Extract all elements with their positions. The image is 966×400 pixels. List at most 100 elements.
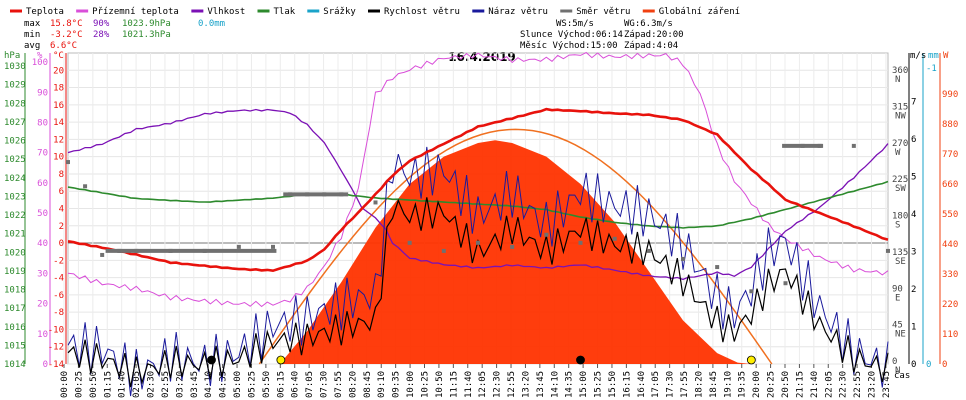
- x-tick-label: 08:20: [348, 371, 358, 398]
- legend-label-tlak: Tlak: [274, 7, 296, 17]
- x-tick-label: 03:45: [190, 371, 200, 398]
- tick-temp: -2: [53, 256, 64, 266]
- tick-dir-deg: 180: [892, 212, 908, 222]
- tick-hpa: 1027: [4, 118, 26, 128]
- plot-area: [66, 51, 890, 397]
- tick-hpa: 1023: [4, 192, 26, 202]
- tick-hpa: 1021: [4, 230, 26, 240]
- tick-pct: 40: [37, 239, 48, 249]
- wind-direction-point: [749, 289, 754, 294]
- series-tlak: [67, 180, 889, 229]
- x-tick-label: 07:05: [305, 371, 315, 398]
- x-tick-label: 11:40: [464, 371, 474, 398]
- x-tick-label: 21:40: [810, 371, 820, 398]
- x-tick-label: 11:15: [449, 371, 459, 398]
- wind-direction-point: [236, 244, 241, 249]
- tick-temp: -14: [48, 360, 64, 370]
- unit-hpa: hPa: [4, 51, 20, 61]
- x-tick-label: 15:00: [579, 371, 589, 398]
- tick-temp: -12: [48, 343, 64, 353]
- tick-temp: 18: [53, 84, 64, 94]
- tick-hpa: 1029: [4, 81, 26, 91]
- tick-temp: 2: [59, 222, 64, 232]
- tick-ms: 4: [911, 210, 916, 220]
- tick-dir-deg: 45: [892, 321, 903, 331]
- x-tick-label: 05:50: [262, 371, 272, 398]
- stat-max-humidity: 90%: [93, 19, 110, 29]
- stat-min-temp: -3.2°C: [50, 30, 83, 40]
- series-radiation-area: [279, 140, 752, 364]
- x-axis-label: čas: [894, 370, 910, 381]
- tick-temp: 10: [53, 153, 64, 163]
- stat-avg-temp: 6.6°C: [50, 41, 77, 51]
- tick-hpa: 1014: [4, 360, 26, 370]
- series-teplota: [67, 107, 889, 273]
- x-tick-label: 17:55: [680, 371, 690, 398]
- tick-w: 660: [942, 180, 958, 190]
- legend-label-smer: Směr větru: [576, 7, 630, 17]
- x-tick-label: 12:30: [493, 371, 503, 398]
- tick-dir-deg: 315: [892, 103, 908, 113]
- x-tick-label: 20:00: [752, 371, 762, 398]
- stat-max-rain: 0.0mm: [198, 19, 225, 29]
- legend-label-zareni: Globální záření: [659, 7, 740, 17]
- wind-direction-point: [646, 248, 651, 253]
- tick-pct: 90: [37, 88, 48, 98]
- tick-dir-deg: 135: [892, 248, 908, 258]
- tick-dir-deg: 360: [892, 66, 908, 76]
- tick-w: 330: [942, 270, 958, 280]
- series-prizemni: [67, 51, 889, 308]
- x-tick-label: 10:00: [406, 371, 416, 398]
- tick-pct: 10: [37, 330, 48, 340]
- tick-dir-label: W: [895, 148, 901, 158]
- tick-dir-label: E: [895, 293, 900, 303]
- x-tick-label: 00:25: [74, 371, 84, 398]
- legend-label-teplota: Teplota: [26, 7, 64, 17]
- tick-w: 0: [942, 360, 947, 370]
- unit-ms: m/s: [910, 51, 926, 61]
- x-tick-label: 04:35: [219, 371, 229, 398]
- x-tick-label: 05:00: [233, 371, 243, 398]
- tick-w: 990: [942, 90, 958, 100]
- wind-direction-point: [783, 281, 788, 286]
- tick-w: 440: [942, 240, 958, 250]
- tick-dir-label: N: [895, 75, 900, 85]
- x-tick-label: 00:50: [89, 371, 99, 398]
- x-tick-label: 14:35: [565, 371, 575, 398]
- x-tick-label: 13:45: [536, 371, 546, 398]
- x-tick-label: 16:15: [622, 371, 632, 398]
- x-tick-label: 06:15: [276, 371, 286, 398]
- legend-label-vitr: Rychlost větru: [384, 7, 460, 17]
- x-tick-label: 14:10: [550, 371, 560, 398]
- x-tick-label: 05:25: [247, 371, 257, 398]
- unit-w: W: [943, 51, 949, 61]
- tick-hpa: 1025: [4, 155, 26, 165]
- unit-pct: %: [37, 51, 43, 61]
- wind-direction-point: [476, 240, 480, 245]
- wind-direction-point: [83, 184, 88, 189]
- tick-dir-label: SE: [895, 257, 906, 267]
- moon-marker: [207, 355, 216, 365]
- x-tick-label: 09:10: [377, 371, 387, 398]
- stat-max-pressure: 1023.9hPa: [122, 19, 171, 29]
- stat-max-temp: 15.8°C: [50, 19, 83, 29]
- tick-temp: -10: [48, 325, 64, 335]
- x-tick-label: 13:20: [521, 371, 531, 398]
- wind-direction-point: [886, 248, 890, 253]
- tick-dir-deg: 270: [892, 139, 908, 149]
- tick-hpa: 1020: [4, 248, 26, 258]
- info-sunrise: Slunce Východ:06:14: [520, 30, 623, 40]
- tick-ms: 2: [911, 285, 916, 295]
- tick-pct: 30: [37, 269, 48, 279]
- tick-temp: 4: [59, 205, 64, 215]
- wind-direction-point: [715, 265, 720, 270]
- x-tick-label: 06:40: [291, 371, 301, 398]
- tick-dir-label: NW: [895, 112, 906, 122]
- tick-dir-label: N: [895, 366, 900, 376]
- tick-ms: 3: [911, 248, 916, 258]
- tick-pct: 20: [37, 300, 48, 310]
- x-tick-label: 07:55: [334, 371, 344, 398]
- x-tick-label: 07:30: [320, 371, 330, 398]
- x-tick-label: 21:15: [795, 371, 805, 398]
- info-wind-speed: WS:5m/s: [556, 19, 594, 29]
